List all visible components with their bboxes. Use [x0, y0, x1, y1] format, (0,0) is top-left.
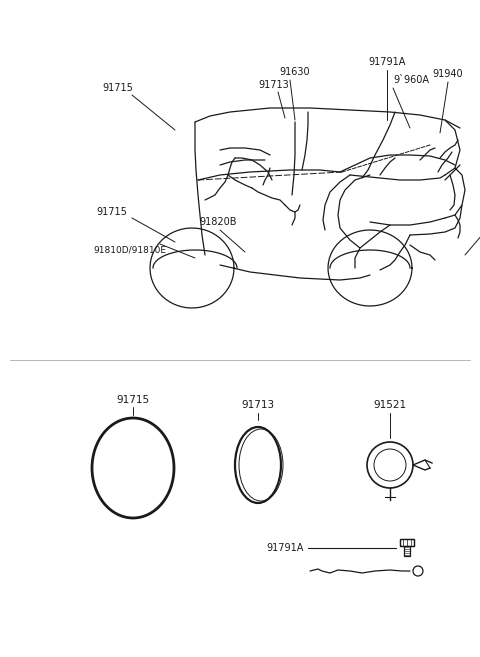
Text: 91791A: 91791A: [266, 543, 304, 553]
Text: 91715: 91715: [96, 207, 127, 217]
Text: 9`960A: 9`960A: [393, 75, 429, 85]
Text: 91940: 91940: [432, 69, 463, 79]
Text: 91820B: 91820B: [199, 217, 237, 227]
Text: 91791A: 91791A: [368, 57, 406, 67]
Text: 91713: 91713: [241, 400, 275, 410]
Text: 91715: 91715: [103, 83, 133, 93]
Bar: [404, 546, 410, 556]
Text: 91630: 91630: [280, 67, 310, 77]
Text: 91715: 91715: [117, 395, 150, 405]
Bar: [400, 539, 414, 546]
Text: 91713: 91713: [259, 80, 289, 90]
Text: 91810D/91810E: 91810D/91810E: [94, 246, 167, 254]
Bar: [400, 539, 414, 546]
Text: 91521: 91521: [373, 400, 407, 410]
